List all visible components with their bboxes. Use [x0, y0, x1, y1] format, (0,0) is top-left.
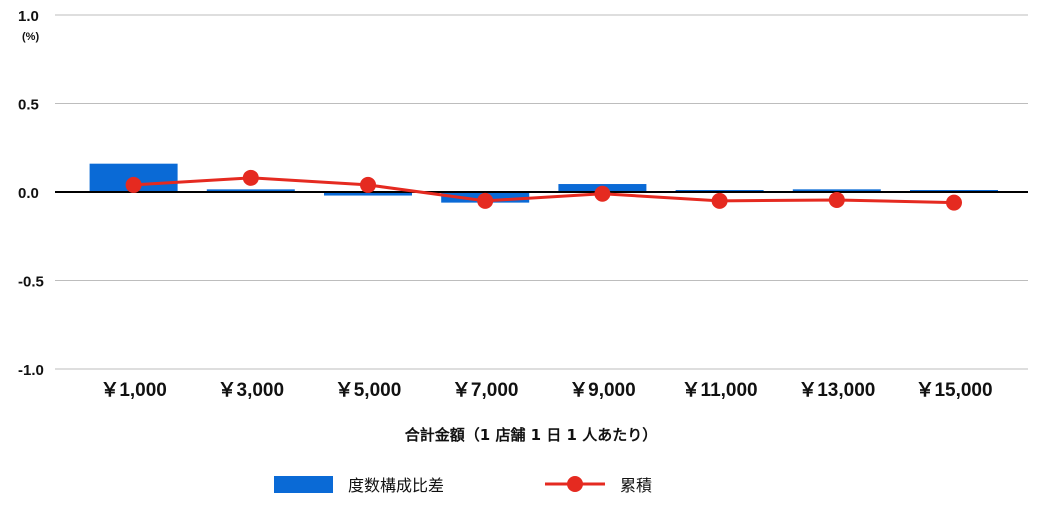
- x-tick-label: ￥7,000: [452, 380, 519, 401]
- x-tick-label: ￥3,000: [218, 380, 285, 401]
- line-point: [946, 194, 962, 211]
- y-tick-label: -0.5: [18, 274, 44, 291]
- legend-line-marker: [567, 476, 583, 492]
- x-tick-label: ￥11,000: [682, 380, 758, 401]
- x-axis-title: 合計金額（1 店舗 1 日 1 人あたり）: [404, 426, 657, 444]
- line-point: [360, 176, 376, 193]
- x-axis: ￥1,000 ￥3,000 ￥5,000 ￥7,000 ￥9,000 ￥11,000 ￥13…: [100, 380, 992, 401]
- y-tick-label: 0.0: [18, 185, 39, 202]
- legend-line-label: 累積: [620, 476, 652, 495]
- bar: [792, 189, 881, 192]
- line-point: [711, 192, 728, 209]
- bar: [206, 189, 295, 192]
- y-tick-label: 1.0: [18, 8, 39, 25]
- line-path: [133, 176, 955, 205]
- y-axis: 1.0 0.5 0.0 -0.5 -1.0: [18, 8, 44, 379]
- line-series: [125, 169, 962, 211]
- y-unit-label: (%): [22, 31, 39, 43]
- line-point: [242, 169, 259, 186]
- x-tick-label: ￥9,000: [569, 380, 636, 401]
- gridlines: [55, 14, 1028, 370]
- legend-bar-swatch: [274, 476, 333, 493]
- legend: 度数構成比差 累積: [274, 476, 652, 495]
- bar: [324, 192, 412, 196]
- line-point: [477, 192, 494, 209]
- x-tick-label: ￥1,000: [100, 380, 167, 401]
- x-tick-label: ￥15,000: [915, 380, 992, 401]
- legend-bar-label: 度数構成比差: [348, 476, 444, 495]
- x-tick-label: ￥13,000: [798, 380, 875, 401]
- line-point: [125, 176, 142, 193]
- x-tick-label: ￥5,000: [335, 380, 402, 401]
- y-tick-label: 0.5: [18, 97, 39, 114]
- y-tick-label: -1.0: [18, 362, 44, 379]
- line-point: [594, 185, 611, 202]
- line-point: [828, 191, 845, 208]
